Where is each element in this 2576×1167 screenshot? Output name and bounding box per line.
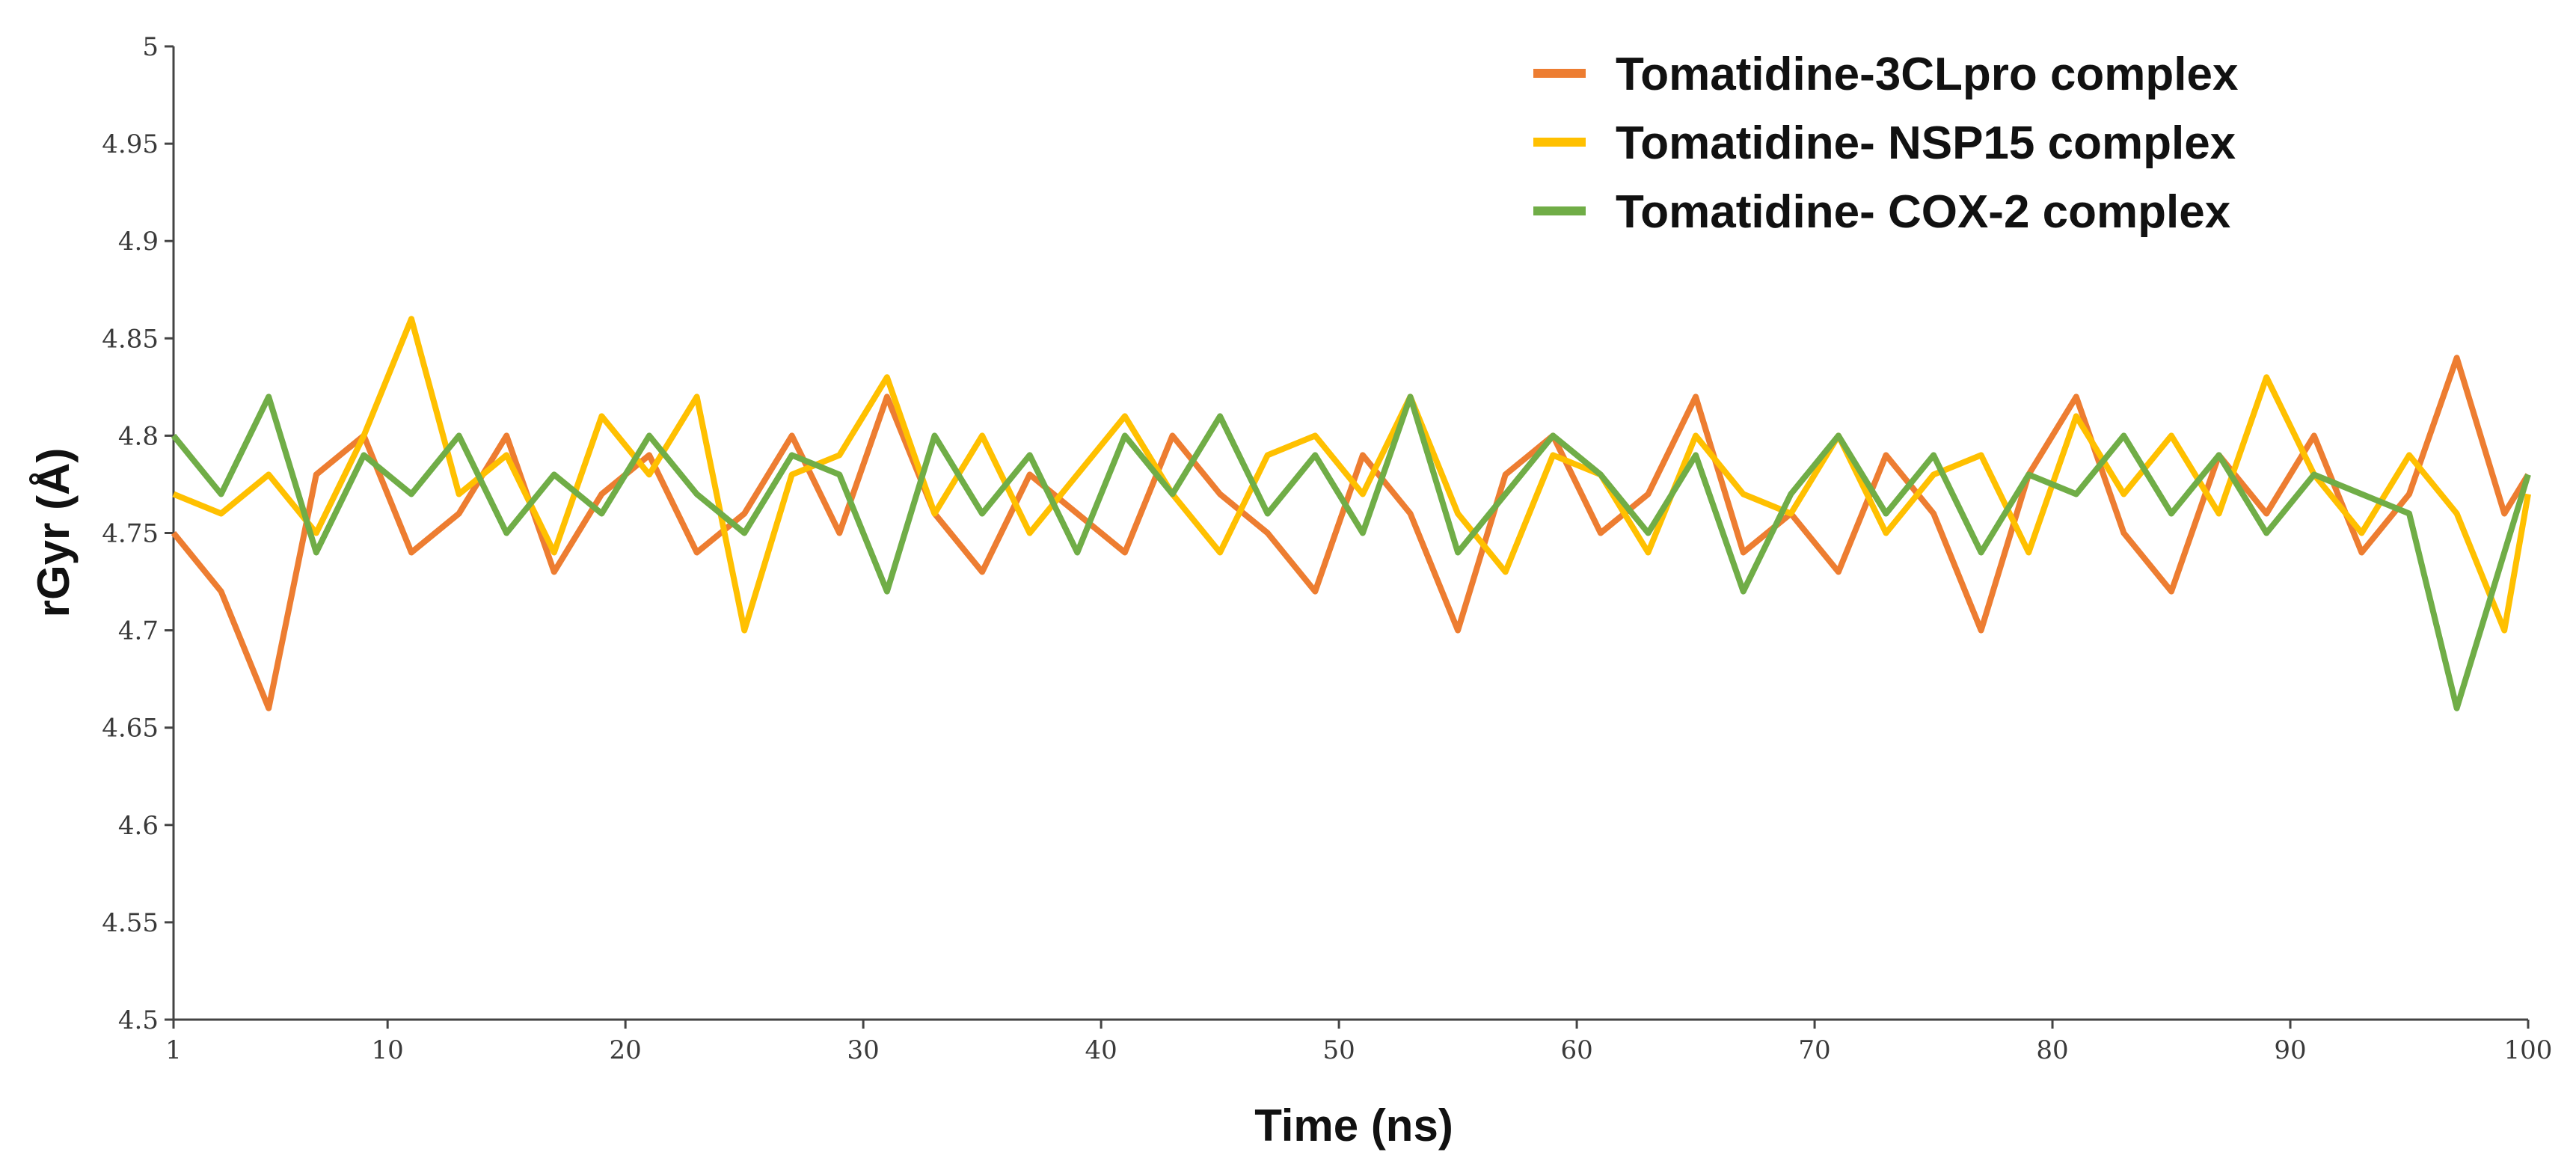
y-tick-label: 4.95 <box>102 129 159 159</box>
series-lines <box>171 316 2531 711</box>
legend-label-3clpro: Tomatidine-3CLpro complex <box>1616 49 2239 100</box>
x-tick-label: 10 <box>372 1035 404 1065</box>
x-tick-label: 90 <box>2274 1035 2306 1065</box>
x-ticks: 1 10 20 30 40 50 60 70 80 90 100 <box>165 1020 2552 1065</box>
y-tick-label: 4.5 <box>118 1005 159 1035</box>
legend: Tomatidine-3CLpro complex Tomatidine- NS… <box>1533 49 2239 238</box>
x-tick-label: 100 <box>2504 1035 2553 1065</box>
series-line-0 <box>171 355 2531 711</box>
y-tick-label: 4.85 <box>102 324 159 354</box>
x-tick-label: 50 <box>1322 1035 1355 1065</box>
y-tick-label: 5 <box>142 32 159 62</box>
y-tick-label: 4.55 <box>102 908 159 938</box>
series-line-1 <box>172 316 2531 634</box>
y-tick-label: 4.9 <box>118 227 159 257</box>
x-tick-label: 40 <box>1085 1035 1117 1065</box>
y-tick-label: 4.75 <box>102 519 159 549</box>
x-tick-label: 1 <box>165 1035 182 1065</box>
y-tick-label: 4.6 <box>118 811 159 841</box>
legend-item-3clpro: Tomatidine-3CLpro complex <box>1533 49 2239 100</box>
legend-item-cox2: Tomatidine- COX-2 complex <box>1533 186 2231 238</box>
x-tick-label: 80 <box>2036 1035 2068 1065</box>
legend-item-nsp15: Tomatidine- NSP15 complex <box>1533 117 2236 169</box>
y-ticks: 4.5 4.55 4.6 4.65 4.7 4.75 4.8 4.85 4.9 4.95 5 <box>102 32 174 1035</box>
x-tick-label: 70 <box>1798 1035 1830 1065</box>
y-axis-title: rGyr (Å) <box>28 448 79 618</box>
x-tick-label: 30 <box>847 1035 880 1065</box>
x-tick-label: 20 <box>610 1035 642 1065</box>
x-tick-label: 60 <box>1560 1035 1592 1065</box>
x-axis-title: Time (ns) <box>1254 1100 1453 1151</box>
legend-label-nsp15: Tomatidine- NSP15 complex <box>1616 117 2236 169</box>
y-tick-label: 4.8 <box>118 421 159 451</box>
y-tick-label: 4.7 <box>118 616 159 646</box>
y-tick-label: 4.65 <box>102 714 159 744</box>
legend-label-cox2: Tomatidine- COX-2 complex <box>1616 186 2231 238</box>
series-line-2 <box>171 393 2531 711</box>
